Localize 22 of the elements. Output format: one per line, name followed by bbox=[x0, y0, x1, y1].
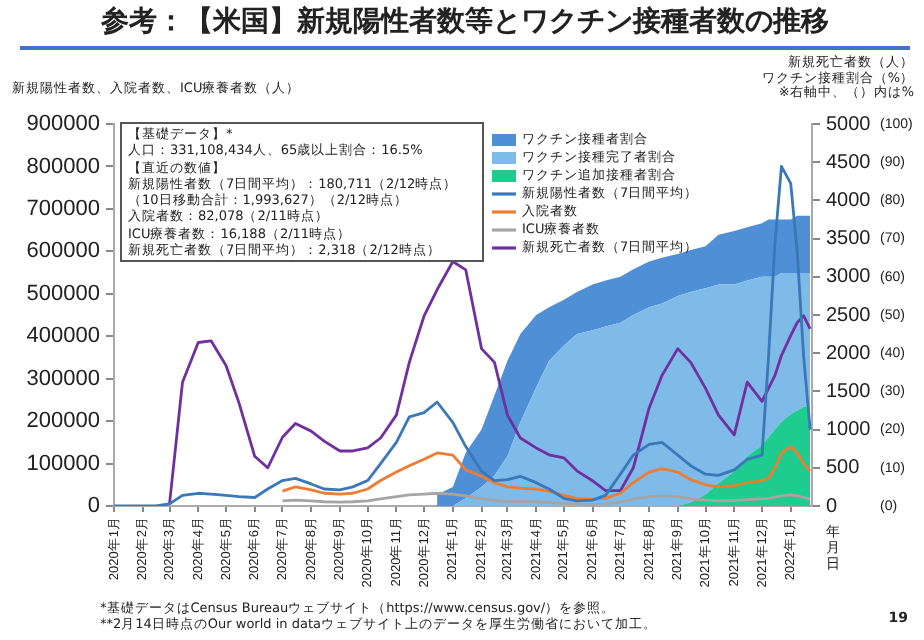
y2-tick-label: 4500 bbox=[826, 151, 872, 174]
y2-tick-label: 3500 bbox=[826, 228, 872, 251]
y2-tick-label: 0 bbox=[826, 495, 838, 518]
y-tick-label: 700000 bbox=[26, 196, 100, 221]
y-tick-label: 0 bbox=[87, 494, 100, 519]
y2-tick-label: 1000 bbox=[826, 419, 872, 442]
y-tick-label: 800000 bbox=[26, 154, 100, 179]
y-tick-label: 900000 bbox=[26, 112, 100, 137]
y-tick-label: 400000 bbox=[26, 324, 100, 349]
y2-tick-label: 5000 bbox=[826, 113, 872, 136]
y2-tick-label: 1500 bbox=[826, 380, 872, 403]
y-tick-label: 300000 bbox=[26, 366, 100, 391]
y2-tick-label: 500 bbox=[826, 457, 861, 480]
y2-tick-label: 3000 bbox=[826, 266, 872, 289]
y-tick-label: 600000 bbox=[26, 239, 100, 264]
y2-tick-label: 2500 bbox=[826, 304, 872, 327]
y2-tick-label: 2000 bbox=[826, 342, 872, 365]
y2-tick-label: 4000 bbox=[826, 189, 872, 212]
y-tick-label: 100000 bbox=[26, 451, 100, 476]
y-tick-label: 500000 bbox=[26, 281, 100, 306]
chart-title: 参考：【米国】新規陽性者数等とワクチン接種者数の推移 bbox=[20, 4, 910, 50]
y-tick-label: 200000 bbox=[26, 409, 100, 434]
